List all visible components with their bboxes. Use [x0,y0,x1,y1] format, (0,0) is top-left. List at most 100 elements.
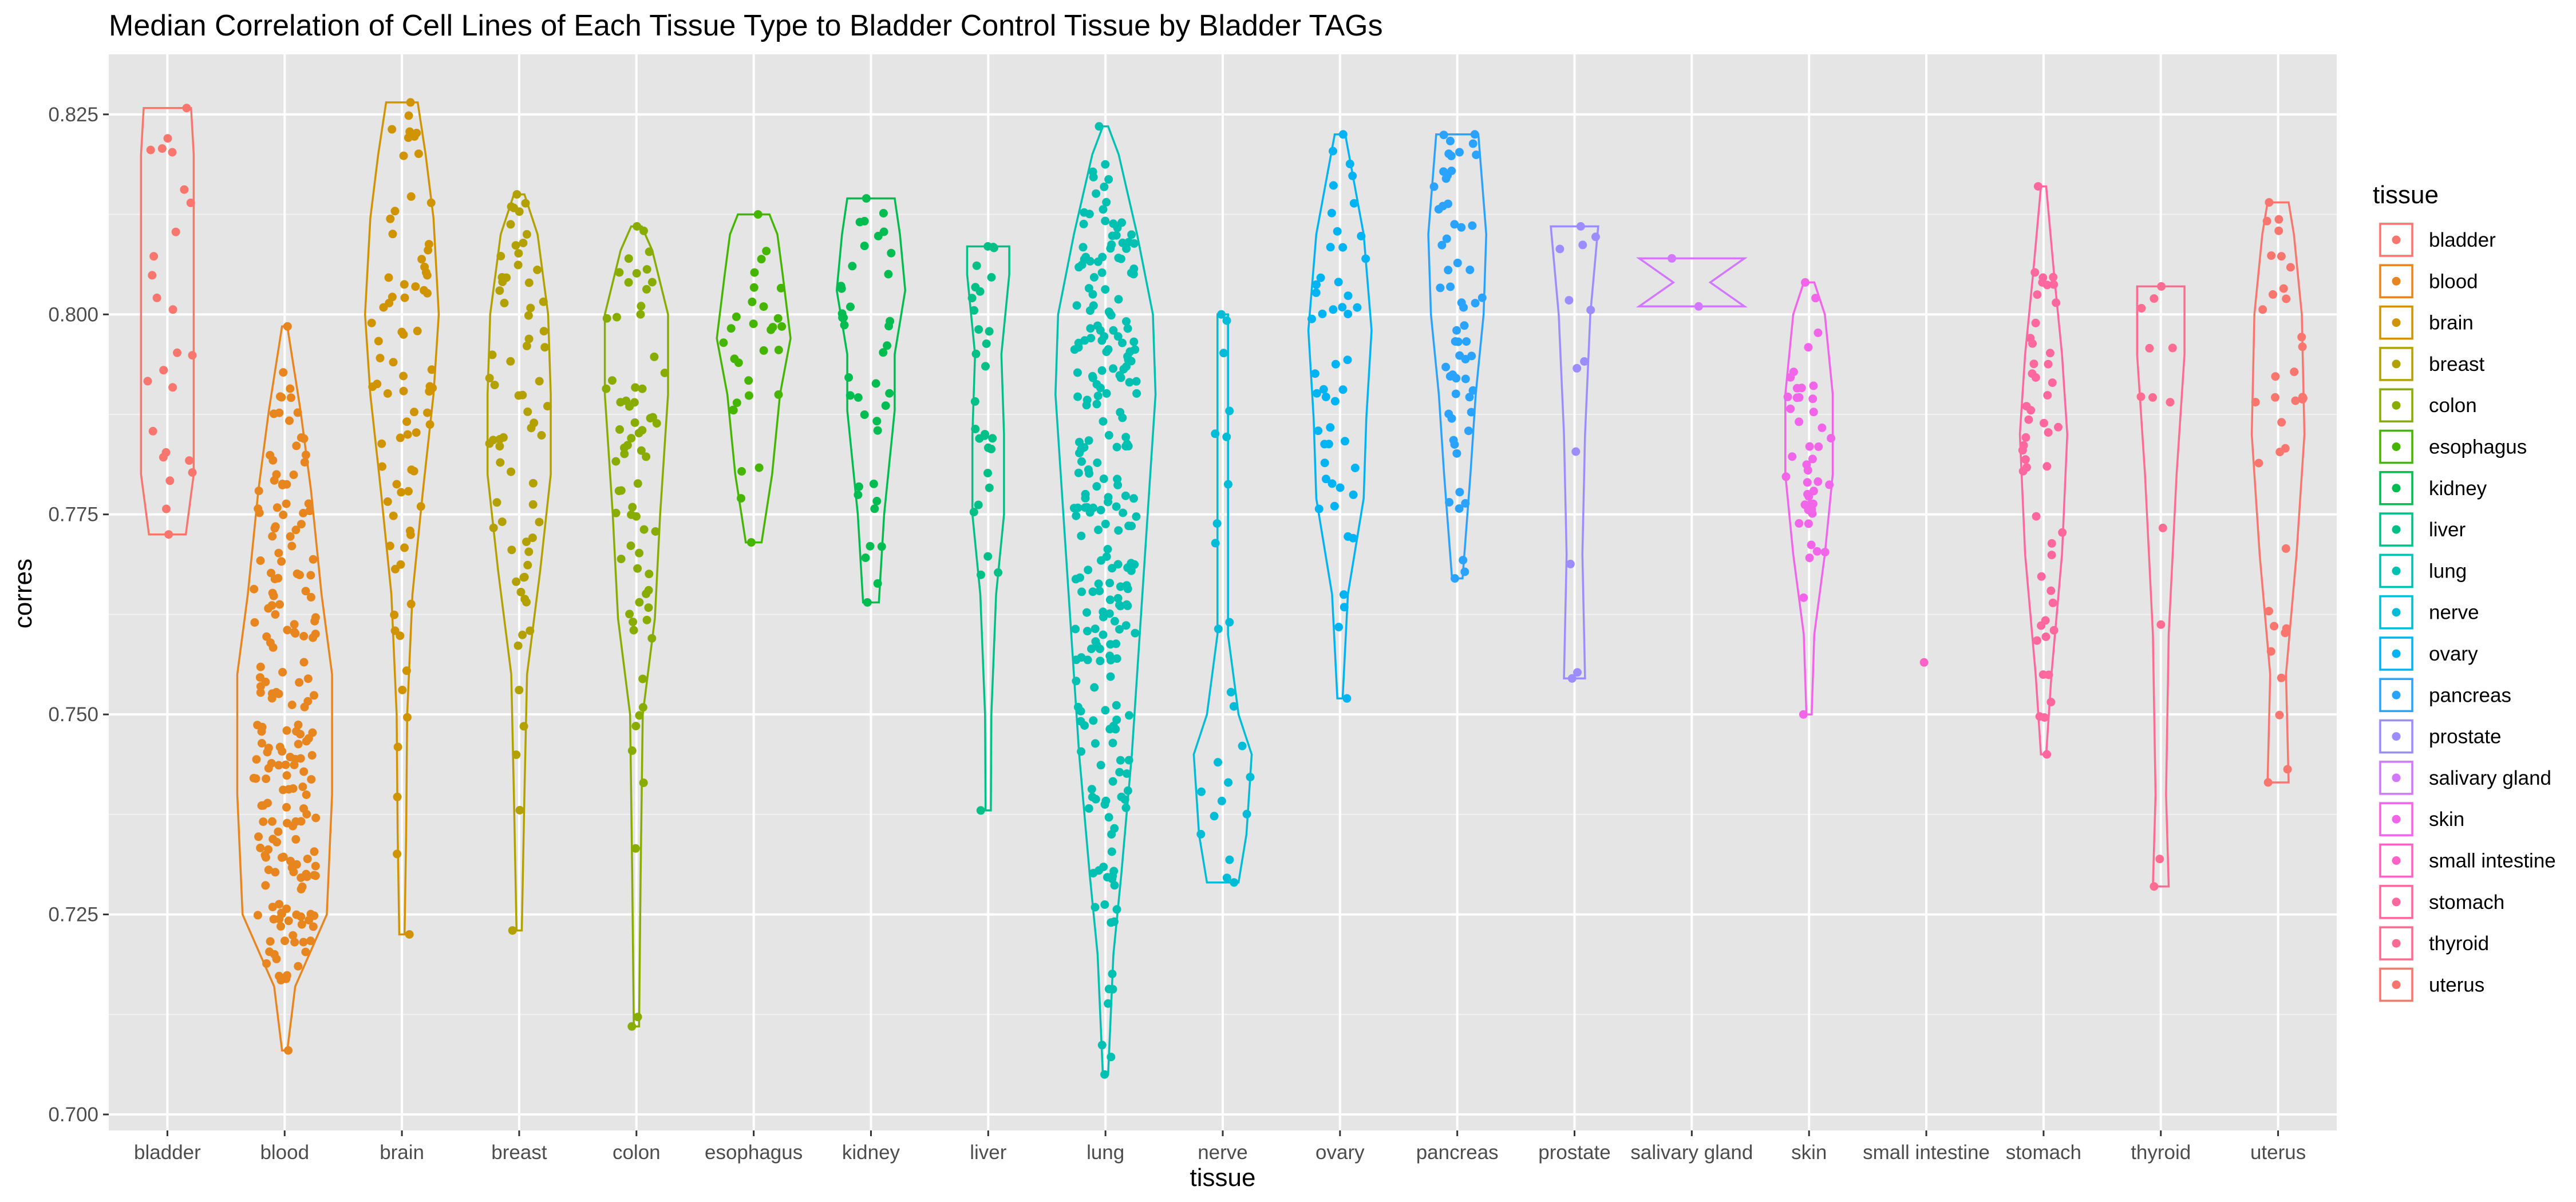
legend-key-point [2392,235,2401,244]
point-blood [277,853,286,862]
point-breast [524,311,533,320]
point-lung [1119,508,1128,517]
point-blood [274,548,283,557]
point-liver [989,243,998,252]
point-blood [275,408,284,417]
point-kidney [879,348,888,357]
point-lung [1109,219,1118,228]
point-blood [294,740,303,749]
point-breast [519,573,528,582]
point-lung [1113,480,1123,489]
point-blood [275,742,285,752]
point-blood [299,434,309,443]
point-blood [311,813,321,823]
point-brain [400,293,409,302]
point-kidney [855,482,863,491]
point-ovary [1353,303,1362,312]
point-ovary [1345,159,1354,168]
point-kidney [873,579,882,588]
point-colon [608,376,617,385]
point-blood [274,827,283,836]
point-breast [528,479,538,488]
point-ovary [1357,232,1366,240]
point-blood [310,847,319,856]
point-prostate [1591,232,1600,242]
point-uterus [2286,263,2295,272]
point-blood [306,592,315,602]
point-lung [1088,793,1097,801]
point-ovary [1320,440,1329,449]
point-lung [1084,465,1093,474]
point-uterus [2277,418,2286,427]
point-lung [1104,497,1112,507]
point-breast [513,641,523,650]
point-lung [1105,579,1115,588]
point-pancreas [1450,220,1459,229]
point-ovary [1329,181,1338,190]
point-breast [513,260,523,270]
point-lung [1113,332,1123,341]
point-ovary [1327,208,1336,218]
point-pancreas [1445,498,1454,507]
point-lung [1077,587,1086,596]
point-blood [279,368,288,377]
point-lung [1108,738,1117,748]
point-blood [283,626,292,635]
point-brain [411,282,420,291]
point-colon [642,284,651,294]
point-colon [635,598,644,607]
point-kidney [885,389,894,398]
x-axis-title: tissue [1190,1164,1256,1192]
point-lung [1112,654,1121,663]
point-pancreas [1472,151,1481,159]
point-brain [393,792,402,801]
point-blood [289,931,298,940]
point-lung [1127,357,1136,366]
point-thyroid [2148,393,2157,402]
point-blood [308,728,317,737]
point-lung [1072,301,1081,310]
legend-key-point [2392,773,2401,782]
point-blood [292,910,301,919]
point-liver [970,397,979,406]
point-breast [522,230,531,239]
point-lung [1123,440,1132,449]
point-nerve [1225,855,1234,864]
point-breast [524,334,534,343]
legend-label: thyroid [2429,932,2489,955]
point-salivary-gland [1694,302,1703,311]
point-brain [388,230,397,239]
legend-key-point [2392,442,2401,451]
point-kidney [887,248,896,258]
point-lung [1100,800,1109,809]
point-esophagus [776,283,785,292]
point-lung [1072,511,1081,520]
point-ovary [1321,475,1330,484]
point-colon [645,247,654,256]
point-ovary [1320,458,1329,468]
point-blood [263,798,272,808]
point-stomach [2052,298,2061,307]
point-breast [524,547,534,556]
point-esophagus [777,322,787,331]
point-colon [625,610,634,619]
point-nerve [1226,687,1235,697]
point-breast [507,467,516,476]
point-kidney [862,194,871,203]
point-lung [1119,365,1128,374]
point-pancreas [1446,282,1455,291]
x-tick-label: small intestine [1863,1141,1990,1164]
point-breast [515,806,524,814]
point-lung [1105,609,1114,618]
point-brain [424,240,433,249]
point-colon [611,508,621,517]
point-nerve [1225,618,1234,627]
point-lung [1108,970,1117,978]
point-lung [1082,401,1091,410]
point-esophagus [762,247,771,256]
point-esophagus [726,324,736,333]
point-colon [646,414,655,423]
point-brain [423,408,432,417]
point-brain [376,354,385,363]
point-kidney [883,341,892,350]
